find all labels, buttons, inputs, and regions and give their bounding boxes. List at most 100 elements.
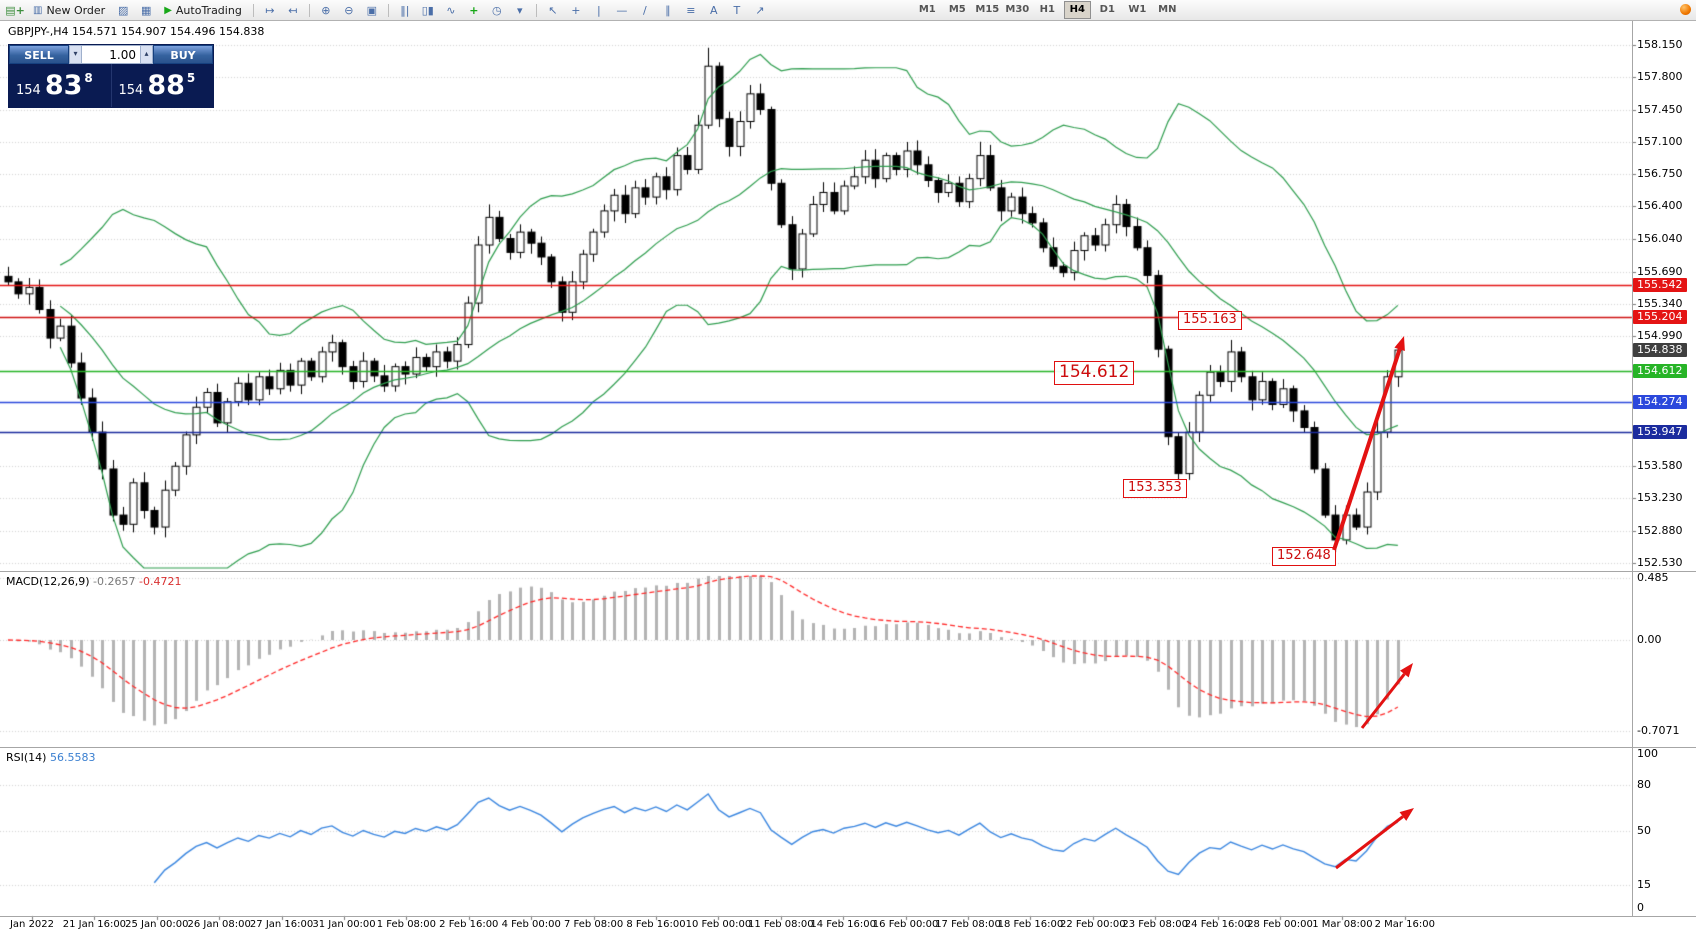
time-axis-label: 22 Feb 00:00 bbox=[1059, 919, 1126, 930]
time-axis-label: 14 Feb 16:00 bbox=[810, 919, 876, 930]
price-axis-tag: 154.612 bbox=[1633, 364, 1687, 379]
cursor-icon[interactable]: ↖ bbox=[548, 3, 558, 17]
autotrading-icon: ▶ bbox=[164, 4, 172, 16]
data-window-icon[interactable]: ▦ bbox=[141, 3, 152, 17]
new-order-icon: ▥ bbox=[33, 4, 43, 16]
buy-price[interactable]: 154 88 5 bbox=[110, 64, 214, 107]
macd-name: MACD(12,26,9) bbox=[6, 575, 90, 588]
timeframe-m30-button[interactable]: M30 bbox=[1005, 4, 1030, 15]
time-axis-label: 16 Feb 00:00 bbox=[872, 919, 939, 930]
time-axis-label: 31 Jan 00:00 bbox=[312, 919, 376, 930]
rsi-panel-separator[interactable] bbox=[0, 747, 1696, 748]
arrows-object-icon[interactable]: ↗ bbox=[755, 3, 765, 17]
price-axis-label: 156.400 bbox=[1637, 199, 1683, 213]
indicators-icon[interactable]: + bbox=[469, 3, 479, 17]
buy-button[interactable]: BUY bbox=[153, 45, 213, 64]
chart-shift-icon[interactable]: ↤ bbox=[288, 3, 298, 17]
timeframe-m5-button[interactable]: M5 bbox=[948, 4, 966, 15]
price-callout[interactable]: 155.163 bbox=[1178, 311, 1242, 330]
price-axis-label: 158.150 bbox=[1637, 38, 1683, 51]
text-label-icon[interactable]: T bbox=[733, 3, 741, 17]
macd-value-main: -0.2657 bbox=[93, 575, 136, 588]
autoscroll-icon[interactable]: ↦ bbox=[265, 3, 275, 17]
time-axis-label: Jan 2022 bbox=[9, 919, 55, 930]
volume-decrement-button[interactable]: ▾ bbox=[69, 45, 82, 64]
timeframe-m15-button[interactable]: M15 bbox=[975, 4, 1000, 15]
time-axis-label: 7 Feb 08:00 bbox=[563, 919, 624, 930]
macd-indicator-label: MACD(12,26,9) -0.2657 -0.4721 bbox=[6, 575, 181, 588]
macd-value-signal: -0.4721 bbox=[139, 575, 182, 588]
buy-price-big: 88 bbox=[147, 70, 185, 101]
price-axis-label: 153.580 bbox=[1637, 459, 1683, 473]
autotrading-button[interactable]: ▶ AutoTrading bbox=[158, 2, 248, 18]
price-axis-separator[interactable] bbox=[1632, 20, 1633, 916]
time-axis-label: 17 Feb 08:00 bbox=[935, 919, 1001, 930]
buy-price-sup: 5 bbox=[186, 71, 196, 85]
new-chart-icon[interactable]: ▤+ bbox=[5, 3, 25, 17]
time-axis-label: 27 Jan 16:00 bbox=[249, 919, 314, 930]
fibonacci-icon[interactable]: ≡ bbox=[686, 3, 696, 17]
toolbar: ▤+ ▥ New Order ▨ ▦ ▶ AutoTrading ↦ ↤ ⊕ ⊖ ▣ ‖| ▯▮ ∿ + ◷ ▾ ↖… bbox=[0, 0, 1696, 21]
timeframe-w1-button[interactable]: W1 bbox=[1128, 4, 1147, 15]
tile-windows-icon[interactable]: ▣ bbox=[366, 3, 378, 17]
price-axis-label: 157.450 bbox=[1637, 102, 1683, 116]
horizontal-line-icon[interactable]: — bbox=[616, 3, 628, 17]
volume-increment-button[interactable]: ▴ bbox=[140, 45, 153, 64]
volume-input[interactable] bbox=[82, 45, 140, 64]
trendline-icon[interactable]: / bbox=[642, 3, 647, 17]
timeframe-h1-button[interactable]: H1 bbox=[1039, 4, 1055, 15]
timeframe-mn-button[interactable]: MN bbox=[1158, 4, 1177, 15]
crosshair-icon[interactable]: + bbox=[571, 3, 581, 17]
equidistant-channel-icon[interactable]: ∥ bbox=[665, 3, 671, 17]
toolbar-separator bbox=[535, 3, 537, 17]
price-axis-tag: 155.542 bbox=[1633, 278, 1687, 293]
bar-chart-mode-icon[interactable]: ‖| bbox=[400, 3, 410, 17]
rsi-axis-label: 100 bbox=[1637, 747, 1658, 760]
timeframe-h4-button[interactable]: H4 bbox=[1063, 1, 1091, 19]
price-callout[interactable]: 153.353 bbox=[1123, 479, 1187, 498]
community-icon[interactable] bbox=[1680, 4, 1691, 15]
price-axis-label: 155.690 bbox=[1637, 264, 1683, 278]
rsi-axis-label: 80 bbox=[1637, 777, 1651, 791]
vertical-line-icon[interactable]: | bbox=[596, 3, 601, 17]
sell-button[interactable]: SELL bbox=[9, 45, 69, 64]
time-axis-label: 2 Mar 16:00 bbox=[1374, 919, 1435, 930]
price-axis-label: 157.100 bbox=[1637, 134, 1683, 148]
text-icon[interactable]: A bbox=[710, 3, 718, 17]
price-axis-label: 155.340 bbox=[1637, 296, 1683, 310]
new-order-button[interactable]: ▥ New Order bbox=[27, 2, 111, 18]
buy-price-main: 154 bbox=[118, 82, 144, 98]
price-callout[interactable]: 152.648 bbox=[1272, 547, 1336, 566]
templates-icon[interactable]: ▾ bbox=[517, 3, 523, 17]
autotrading-label: AutoTrading bbox=[175, 3, 242, 17]
time-axis-label: 4 Feb 00:00 bbox=[501, 919, 561, 930]
rsi-indicator-label: RSI(14) 56.5583 bbox=[6, 751, 95, 764]
macd-axis-label: -0.7071 bbox=[1637, 723, 1680, 737]
sell-price-main: 154 bbox=[16, 82, 41, 98]
price-axis-label: 152.530 bbox=[1637, 555, 1683, 569]
price-callout[interactable]: 154.612 bbox=[1054, 361, 1135, 385]
profiles-icon[interactable]: ▨ bbox=[118, 3, 129, 17]
one-click-trading-widget: SELL ▾ ▴ BUY 154 83 8 154 88 5 bbox=[8, 44, 214, 108]
candlestick-mode-icon[interactable]: ▯▮ bbox=[421, 3, 434, 17]
time-axis-label: 1 Mar 08:00 bbox=[1312, 919, 1373, 930]
timeframe-m1-button[interactable]: M1 bbox=[918, 4, 936, 15]
time-axis-label: 23 Feb 08:00 bbox=[1122, 919, 1188, 930]
zoom-in-icon[interactable]: ⊕ bbox=[321, 3, 331, 17]
time-axis-label: 2 Feb 16:00 bbox=[439, 919, 499, 930]
macd-panel-separator[interactable] bbox=[0, 571, 1696, 572]
time-axis-label: 1 Feb 08:00 bbox=[376, 919, 437, 930]
time-axis-label: 25 Jan 00:00 bbox=[125, 919, 189, 930]
timeframe-d1-button[interactable]: D1 bbox=[1099, 4, 1115, 15]
toolbar-separator bbox=[308, 3, 310, 17]
price-axis-label: 156.040 bbox=[1637, 232, 1683, 246]
periods-icon[interactable]: ◷ bbox=[492, 3, 502, 17]
line-chart-mode-icon[interactable]: ∿ bbox=[446, 3, 456, 17]
time-axis-label: 11 Feb 08:00 bbox=[747, 919, 814, 930]
toolbar-separator bbox=[387, 3, 389, 17]
zoom-out-icon[interactable]: ⊖ bbox=[344, 3, 354, 17]
price-axis-label: 153.230 bbox=[1637, 491, 1683, 505]
sell-price[interactable]: 154 83 8 bbox=[9, 64, 111, 107]
price-axis-label: 157.800 bbox=[1637, 70, 1683, 84]
